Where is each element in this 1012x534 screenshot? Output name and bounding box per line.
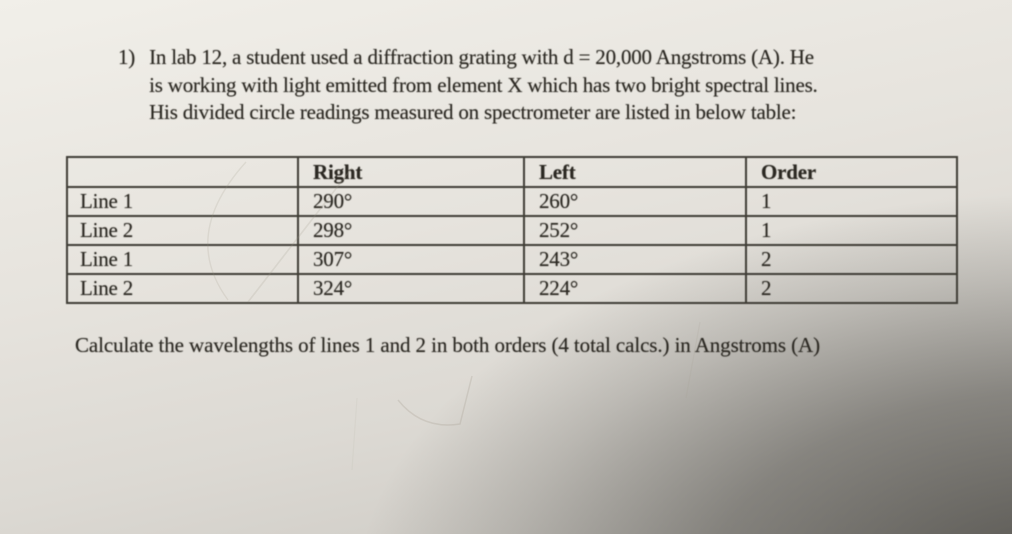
table-row: Line 2 324° 224° 2 bbox=[66, 273, 958, 304]
table-row: Line 1 307° 243° 2 bbox=[66, 244, 958, 275]
problem-number: 1) bbox=[118, 45, 136, 69]
cell-right-reading: 290° bbox=[297, 186, 525, 217]
cell-right-reading: 298° bbox=[297, 215, 525, 246]
instruction-text: Calculate the wavelengths of lines 1 and… bbox=[75, 333, 820, 357]
problem-line-1: In lab 12, a student used a diffraction … bbox=[149, 45, 814, 69]
cell-left-reading: 252° bbox=[523, 215, 747, 246]
cell-order: 1 bbox=[745, 186, 958, 217]
table-header-row: Right Left Order bbox=[66, 156, 958, 188]
header-order: Order bbox=[745, 156, 958, 188]
cell-left-reading: 224° bbox=[523, 273, 747, 304]
cell-line-label: Line 2 bbox=[66, 215, 299, 246]
problem-text: In lab 12, a student used a diffraction … bbox=[149, 44, 818, 127]
header-left: Left bbox=[523, 156, 747, 188]
problem-line-2: is working with light emitted from eleme… bbox=[149, 72, 818, 97]
cell-left-reading: 260° bbox=[523, 186, 747, 217]
cell-order: 2 bbox=[745, 273, 958, 304]
cell-line-label: Line 1 bbox=[66, 186, 299, 217]
cell-line-label: Line 1 bbox=[66, 244, 299, 275]
problem-line-3: His divided circle readings measured on … bbox=[149, 100, 797, 124]
problem-statement: 1) In lab 12, a student used a diffracti… bbox=[118, 44, 818, 127]
cell-right-reading: 324° bbox=[297, 273, 525, 304]
header-blank bbox=[66, 156, 299, 188]
cell-line-label: Line 2 bbox=[66, 273, 299, 304]
cell-left-reading: 243° bbox=[523, 244, 747, 275]
cell-order: 1 bbox=[745, 215, 958, 246]
table-row: Line 2 298° 252° 1 bbox=[66, 215, 958, 246]
cell-order: 2 bbox=[745, 244, 958, 275]
header-right: Right bbox=[297, 156, 525, 188]
cell-right-reading: 307° bbox=[297, 244, 525, 275]
readings-table: Right Left Order Line 1 290° 260° 1 Line… bbox=[66, 156, 958, 304]
table-row: Line 1 290° 260° 1 bbox=[66, 186, 958, 217]
